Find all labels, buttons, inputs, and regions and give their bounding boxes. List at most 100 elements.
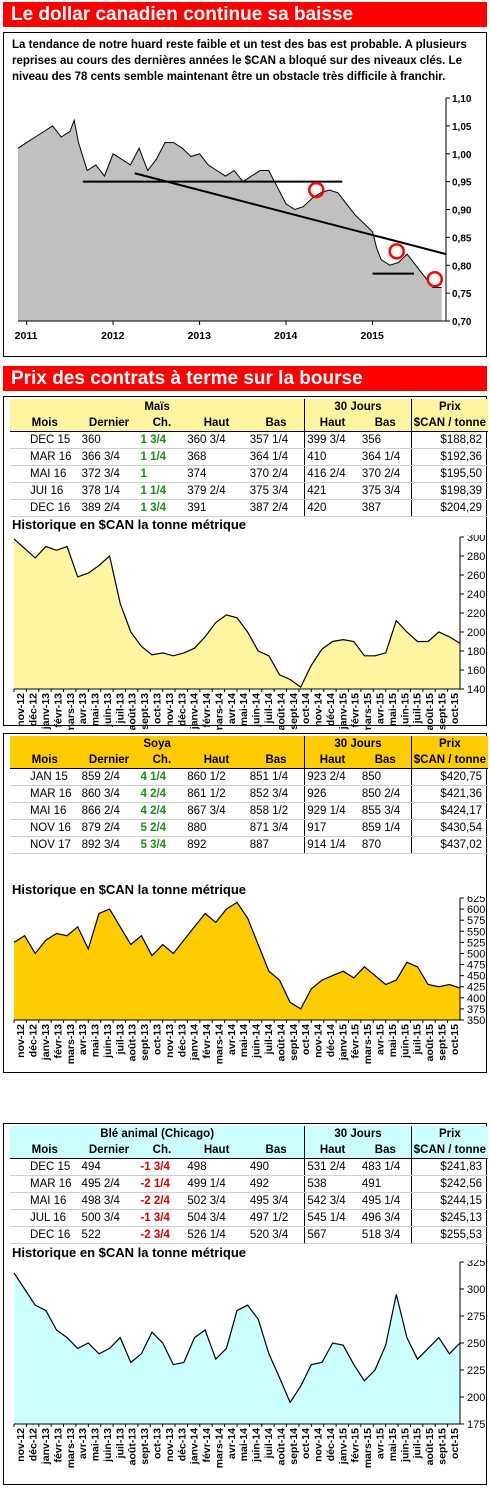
soya-x-tick-label: juil-13 <box>114 1024 126 1056</box>
ble-cell-bas30: 491 <box>359 1175 412 1193</box>
cad-intro-text: La tendance de notre huard reste faible … <box>12 39 467 83</box>
soya-cell-bas: 887 <box>247 836 305 854</box>
soya-history-title: Historique en $CAN la tonne métrique <box>12 882 247 897</box>
cad-y-tick-label: 0,85 <box>452 233 472 244</box>
ble-30jours-header: 30 Jours <box>304 1126 412 1142</box>
cad-x-tick-label: 2015 <box>361 330 385 342</box>
cad-trend-line <box>134 172 447 256</box>
mais-col-ch: Ch. <box>138 415 186 432</box>
soya-cell-bas30: 859 1/4 <box>359 819 412 837</box>
ble-cell-haut30: 531 2/4 <box>304 1158 360 1176</box>
mais-x-tick-label: févr-15 <box>350 693 362 728</box>
mais-x-tick-label: avr-13 <box>77 693 89 724</box>
mais-30jours-header: 30 Jours <box>304 399 412 415</box>
cad-x-tick-label: 2013 <box>188 330 212 342</box>
ble-cell-unit: $255,53 <box>410 1226 488 1244</box>
soya-cell-unit: $437,02 <box>410 836 488 854</box>
soya-x-tick-label: juin-14 <box>251 1024 263 1059</box>
ble-x-tick-label: sept-13 <box>139 1428 151 1465</box>
soya-x-tick-label: mars-15 <box>362 1024 374 1064</box>
mais-x-tick-label: févr-13 <box>52 693 64 728</box>
mais-cell-mois: DEC 15 <box>10 431 80 449</box>
ble-x-tick-label: juin-14 <box>251 1428 263 1463</box>
mais-col-haut30: Haut <box>304 415 360 432</box>
mais-cell-haut: 368 <box>185 448 248 466</box>
soya-col-mois: Mois <box>10 752 80 769</box>
soya-cell-ch: 4 1/4 <box>138 768 186 786</box>
soya-cell-haut: 860 1/2 <box>185 768 248 786</box>
mais-cell-haut30: 410 <box>304 448 360 466</box>
mais-y-tick-label: 180 <box>467 646 485 658</box>
soya-cell-unit: $421,36 <box>410 785 488 803</box>
mais-cell-dernier: 372 3/4 <box>79 465 139 483</box>
soya-x-tick-label: sept-14 <box>288 1024 300 1061</box>
soya-cell-dernier: 866 2/4 <box>79 802 139 820</box>
mais-x-tick-label: juin-15 <box>399 693 411 728</box>
soya-x-tick-label: mai-14 <box>238 1024 250 1057</box>
soya-name: Soya <box>10 736 305 752</box>
soya-y-tick-label: 600 <box>467 904 485 916</box>
mais-y-tick-label: 240 <box>467 589 485 601</box>
ble-price-line <box>13 1272 461 1404</box>
cad-red-circle <box>426 270 444 288</box>
cad-y-tick-label: 1,10 <box>452 94 472 105</box>
mais-cell-haut: 379 2/4 <box>185 482 248 500</box>
soya-x-tick-label: oct-15 <box>449 1024 461 1055</box>
ble-cell-bas30: 496 3/4 <box>359 1209 412 1227</box>
ble-x-tick-label: sept-14 <box>288 1428 300 1465</box>
cad-y-tick-label: 0,80 <box>452 261 472 272</box>
ble-cell-bas30: 495 1/4 <box>359 1192 412 1210</box>
ble-cell-haut30: 538 <box>304 1175 360 1193</box>
mais-col-unit: $CAN / tonne <box>410 415 488 432</box>
mais-x-tick-label: déc-13 <box>176 693 188 726</box>
mais-x-tick-label: juil-15 <box>412 693 424 725</box>
ble-cell-haut: 504 3/4 <box>185 1209 248 1227</box>
ble-cell-dernier: 494 <box>79 1158 139 1176</box>
soya-cell-dernier: 892 3/4 <box>79 836 139 854</box>
ble-x-tick-label: nov-14 <box>313 1428 325 1462</box>
soya-cell-haut30: 926 <box>304 785 360 803</box>
soya-x-tick-label: déc-13 <box>176 1024 188 1057</box>
ble-cell-haut30: 567 <box>304 1226 360 1244</box>
mais-col-bas: Bas <box>247 415 305 432</box>
ble-x-tick-label: févr-13 <box>52 1428 64 1463</box>
soya-x-tick-label: juin-15 <box>399 1024 411 1059</box>
mais-cell-dernier: 360 <box>79 431 139 449</box>
ble-x-tick-label: déc-13 <box>176 1428 188 1461</box>
soya-y-tick-label: 525 <box>467 937 485 949</box>
mais-x-tick-label: oct-14 <box>300 693 312 724</box>
soya-price-line <box>13 901 461 1010</box>
mais-panel: Maïs 30 Jours Prix Mois Dernier Ch. Haut Bas Hau… <box>3 396 488 730</box>
cad-red-circle <box>388 243 405 260</box>
ble-col-bas30: Bas <box>359 1142 412 1159</box>
ble-cell-unit: $242,56 <box>410 1175 488 1193</box>
soya-y-tick-label: 425 <box>467 982 485 994</box>
ble-y-tick-label: 225 <box>467 1365 485 1377</box>
soya-x-tick-label: juin-13 <box>102 1024 114 1059</box>
soya-cell-bas30: 850 <box>359 768 412 786</box>
soya-x-tick-label: déc-14 <box>325 1024 337 1057</box>
ble-cell-haut: 502 3/4 <box>185 1192 248 1210</box>
mais-x-tick-label: nov-14 <box>313 693 325 727</box>
ble-x-tick-label: mars-15 <box>362 1428 374 1468</box>
soya-cell-bas: 858 1/2 <box>247 802 305 820</box>
cad-line <box>17 118 442 288</box>
table-row: MAR 16 495 2/4 -2 1/4 499 1/4 492 538 491 $242,… <box>10 1175 488 1193</box>
soya-cell-unit: $420,75 <box>410 768 488 786</box>
ble-x-tick-label: janv-15 <box>337 1428 349 1465</box>
soya-x-tick-label: juil-14 <box>263 1024 275 1056</box>
soya-cell-bas30: 850 2/4 <box>359 785 412 803</box>
table-row: MAI 16 866 2/4 4 2/4 867 3/4 858 1/2 929 1/4 8… <box>10 802 488 820</box>
ble-x-tick-label: déc-12 <box>28 1428 40 1461</box>
table-row: JUI 16 378 1/4 1 1/4 379 2/4 375 3/4 421 375 3… <box>10 482 488 500</box>
mais-cell-haut30: 420 <box>304 499 360 517</box>
table-row: MAR 16 366 3/4 1 1/4 368 364 1/4 410 364 1/4 $1… <box>10 448 488 466</box>
ble-col-ch: Ch. <box>138 1142 186 1159</box>
mais-cell-bas: 387 2/4 <box>247 499 305 517</box>
ble-cell-mois: DEC 15 <box>10 1158 80 1176</box>
ble-cell-haut30: 545 1/4 <box>304 1209 360 1227</box>
mais-x-tick-label: sept-13 <box>139 693 151 730</box>
ble-x-tick-label: févr-15 <box>350 1428 362 1463</box>
